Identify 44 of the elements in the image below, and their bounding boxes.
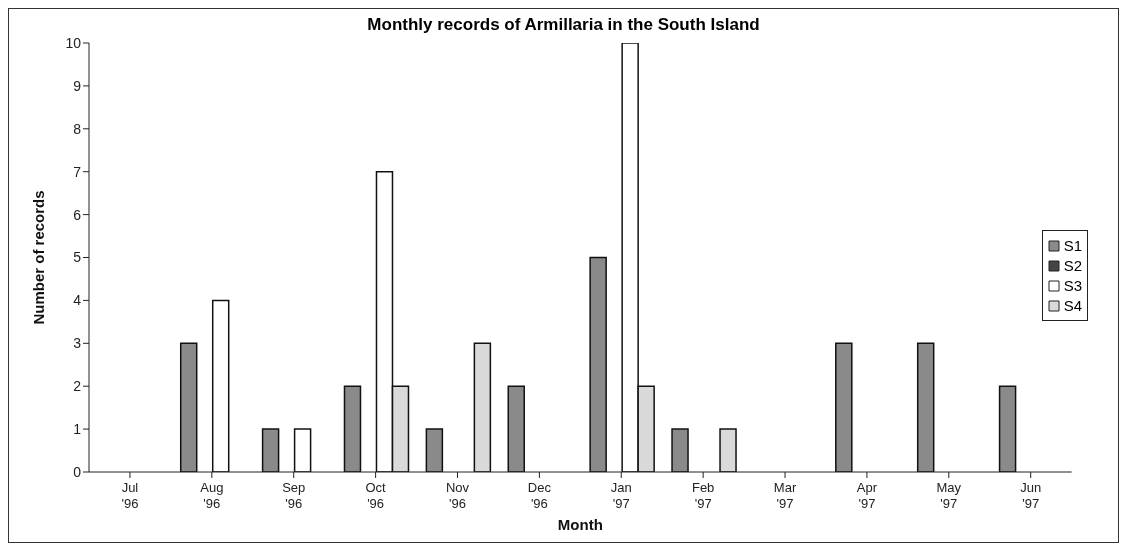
x-tick-label: May '97 bbox=[936, 480, 962, 511]
bar bbox=[589, 256, 607, 472]
legend-label: S4 bbox=[1063, 297, 1082, 314]
y-tick-label: 0 bbox=[73, 463, 82, 480]
x-tick-label: Sep '96 bbox=[282, 480, 306, 511]
x-tick-label: Jul '96 bbox=[121, 480, 139, 511]
text: S3 bbox=[1063, 277, 1082, 294]
bar bbox=[671, 428, 689, 472]
legend-label: S1 bbox=[1063, 237, 1082, 254]
x-axis-title: Month bbox=[557, 516, 603, 533]
bar bbox=[507, 385, 526, 472]
y-tick-label: 1 bbox=[73, 421, 82, 438]
x-tick-label: Mar '97 bbox=[773, 480, 797, 511]
y-tick-label: 2 bbox=[73, 378, 82, 395]
x-tick-label: Aug '96 bbox=[200, 480, 224, 511]
bar bbox=[916, 342, 935, 472]
y-axis-title: Number of records bbox=[30, 190, 48, 325]
y-tick-label: 10 bbox=[65, 34, 82, 51]
legend-label: S2 bbox=[1063, 257, 1082, 274]
y-tick-label: 8 bbox=[73, 120, 82, 137]
bar bbox=[425, 428, 444, 472]
y-tick-label: 9 bbox=[73, 77, 82, 94]
y-tick-label: 6 bbox=[73, 206, 82, 223]
bar bbox=[998, 385, 1017, 472]
x-tick-label: Feb '97 bbox=[691, 480, 715, 511]
y-tick-label: 3 bbox=[73, 335, 82, 352]
bar bbox=[179, 342, 198, 472]
x-tick-label: Dec '96 bbox=[527, 480, 552, 511]
y-tick-label: 7 bbox=[73, 163, 82, 180]
bar bbox=[835, 342, 853, 472]
chart-title: Monthly records of Armillaria in the South Island bbox=[366, 15, 761, 35]
bar bbox=[473, 342, 492, 472]
bar bbox=[719, 428, 737, 472]
x-tick-label: Oct '96 bbox=[365, 480, 387, 511]
x-tick-label: Jan '97 bbox=[610, 480, 632, 511]
x-tick-label: Apr '97 bbox=[856, 480, 878, 511]
y-tick-label: 4 bbox=[73, 292, 82, 309]
bar bbox=[343, 385, 362, 472]
bar bbox=[261, 428, 280, 472]
bar bbox=[293, 428, 312, 472]
bar bbox=[211, 299, 230, 472]
x-tick-label: Jun '97 bbox=[1020, 480, 1042, 511]
x-tick-label: Nov '96 bbox=[445, 480, 470, 511]
y-tick-label: 5 bbox=[73, 249, 82, 266]
